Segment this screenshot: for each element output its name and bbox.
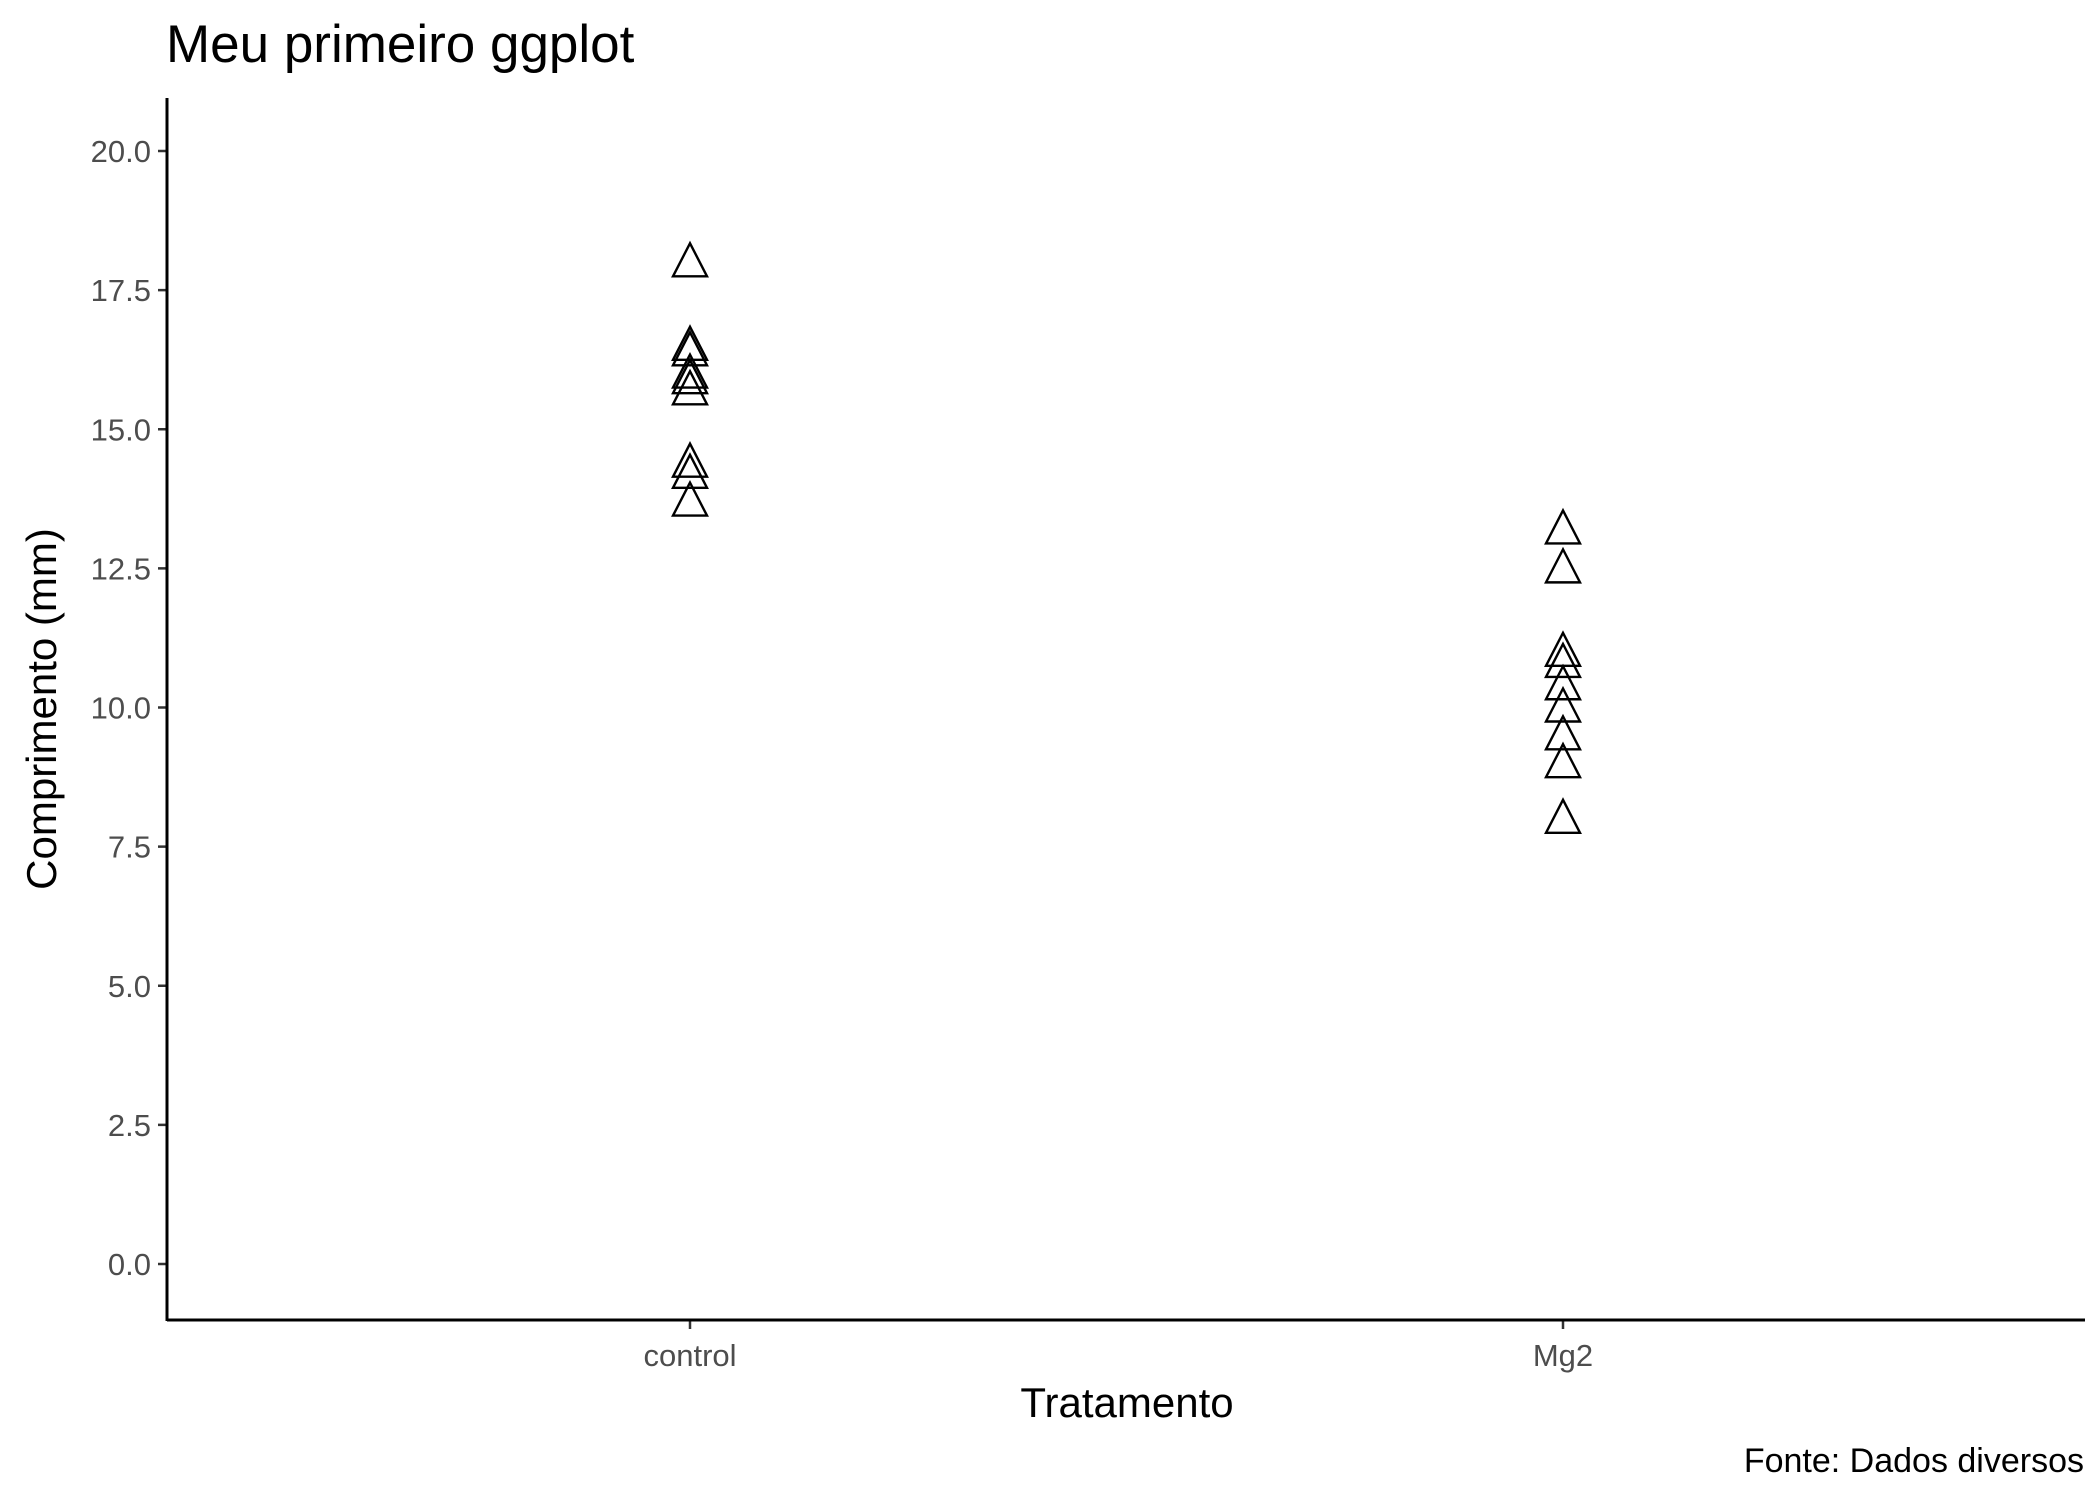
- data-point-control: [671, 329, 709, 367]
- data-point-mg2: [1544, 507, 1582, 545]
- x-axis-title: Tratamento: [1020, 1379, 1233, 1426]
- data-point-mg2: [1544, 741, 1582, 779]
- y-tick-label: 0.0: [108, 1247, 151, 1282]
- y-tick-label: 10.0: [91, 691, 151, 726]
- data-point-control: [671, 357, 709, 395]
- y-axis-ticks: 0.0 2.5 5.0 7.5 10.0 12.5 15.0 17.5 20.0: [91, 134, 167, 1282]
- chart-title: Meu primeiro ggplot: [166, 15, 635, 74]
- x-axis-ticks: control Mg2: [643, 1320, 1593, 1373]
- x-tick-label: control: [643, 1338, 736, 1373]
- data-point-control: [671, 351, 709, 389]
- data-point-control: [671, 479, 709, 517]
- y-axis-title: Comprimento (mm): [18, 528, 65, 890]
- data-point-mg2: [1544, 685, 1582, 723]
- y-tick-label: 15.0: [91, 412, 151, 447]
- data-point-mg2: [1544, 713, 1582, 751]
- data-point-control: [671, 368, 709, 406]
- data-point-mg2: [1544, 546, 1582, 584]
- data-point-mg2: [1544, 630, 1582, 668]
- data-point-control: [671, 441, 709, 478]
- data-point-control: [671, 240, 709, 278]
- y-tick-label: 20.0: [91, 134, 151, 169]
- y-tick-label: 12.5: [91, 551, 151, 586]
- y-tick-label: 7.5: [108, 830, 151, 865]
- data-point-mg2: [1544, 641, 1582, 679]
- data-point-mg2: [1544, 797, 1582, 834]
- data-points: [671, 240, 1582, 834]
- y-tick-label: 5.0: [108, 969, 151, 1004]
- y-tick-label: 2.5: [108, 1108, 151, 1143]
- chart-caption: Fonte: Dados diversos: [1743, 1442, 2084, 1480]
- data-point-control: [671, 452, 709, 489]
- y-tick-label: 17.5: [91, 273, 151, 308]
- data-point-mg2: [1544, 663, 1582, 701]
- x-tick-label: Mg2: [1533, 1338, 1593, 1373]
